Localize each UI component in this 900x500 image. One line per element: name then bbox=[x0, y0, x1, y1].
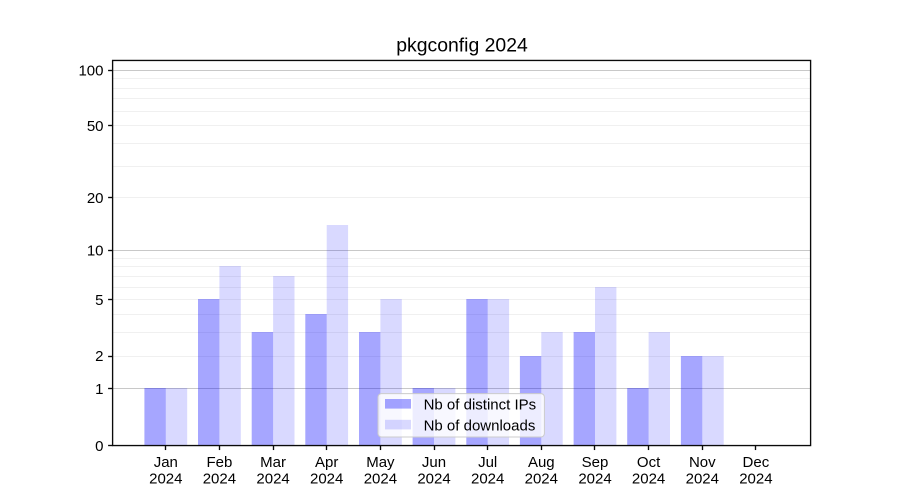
svg-text:Nov: Nov bbox=[689, 454, 716, 471]
svg-text:Jan: Jan bbox=[154, 454, 178, 471]
svg-text:20: 20 bbox=[87, 190, 104, 207]
svg-text:Sep: Sep bbox=[582, 454, 609, 471]
svg-text:1: 1 bbox=[95, 381, 103, 398]
svg-text:2024: 2024 bbox=[525, 470, 558, 487]
svg-text:2024: 2024 bbox=[739, 470, 772, 487]
svg-text:2024: 2024 bbox=[310, 470, 343, 487]
svg-text:Apr: Apr bbox=[315, 454, 338, 471]
svg-text:Dec: Dec bbox=[743, 454, 770, 471]
svg-text:0: 0 bbox=[95, 438, 103, 455]
svg-text:Jun: Jun bbox=[422, 454, 446, 471]
svg-text:Nb of distinct IPs: Nb of distinct IPs bbox=[424, 397, 537, 414]
svg-text:Mar: Mar bbox=[260, 454, 286, 471]
svg-text:pkgconfig 2024: pkgconfig 2024 bbox=[396, 34, 528, 56]
svg-text:Jul: Jul bbox=[478, 454, 497, 471]
svg-text:2024: 2024 bbox=[256, 470, 289, 487]
svg-text:2024: 2024 bbox=[364, 470, 397, 487]
svg-text:Aug: Aug bbox=[528, 454, 555, 471]
svg-text:2: 2 bbox=[95, 348, 103, 365]
svg-text:5: 5 bbox=[95, 292, 103, 309]
svg-text:May: May bbox=[366, 454, 395, 471]
svg-text:2024: 2024 bbox=[417, 470, 450, 487]
svg-text:Oct: Oct bbox=[637, 454, 661, 471]
svg-text:2024: 2024 bbox=[578, 470, 611, 487]
svg-text:Feb: Feb bbox=[206, 454, 232, 471]
svg-text:Nb of downloads: Nb of downloads bbox=[424, 417, 536, 434]
svg-text:2024: 2024 bbox=[203, 470, 236, 487]
svg-text:10: 10 bbox=[87, 243, 104, 260]
svg-text:50: 50 bbox=[87, 118, 104, 135]
svg-text:100: 100 bbox=[78, 63, 103, 80]
svg-text:2024: 2024 bbox=[149, 470, 182, 487]
svg-text:2024: 2024 bbox=[471, 470, 504, 487]
svg-text:2024: 2024 bbox=[632, 470, 665, 487]
svg-text:2024: 2024 bbox=[686, 470, 719, 487]
